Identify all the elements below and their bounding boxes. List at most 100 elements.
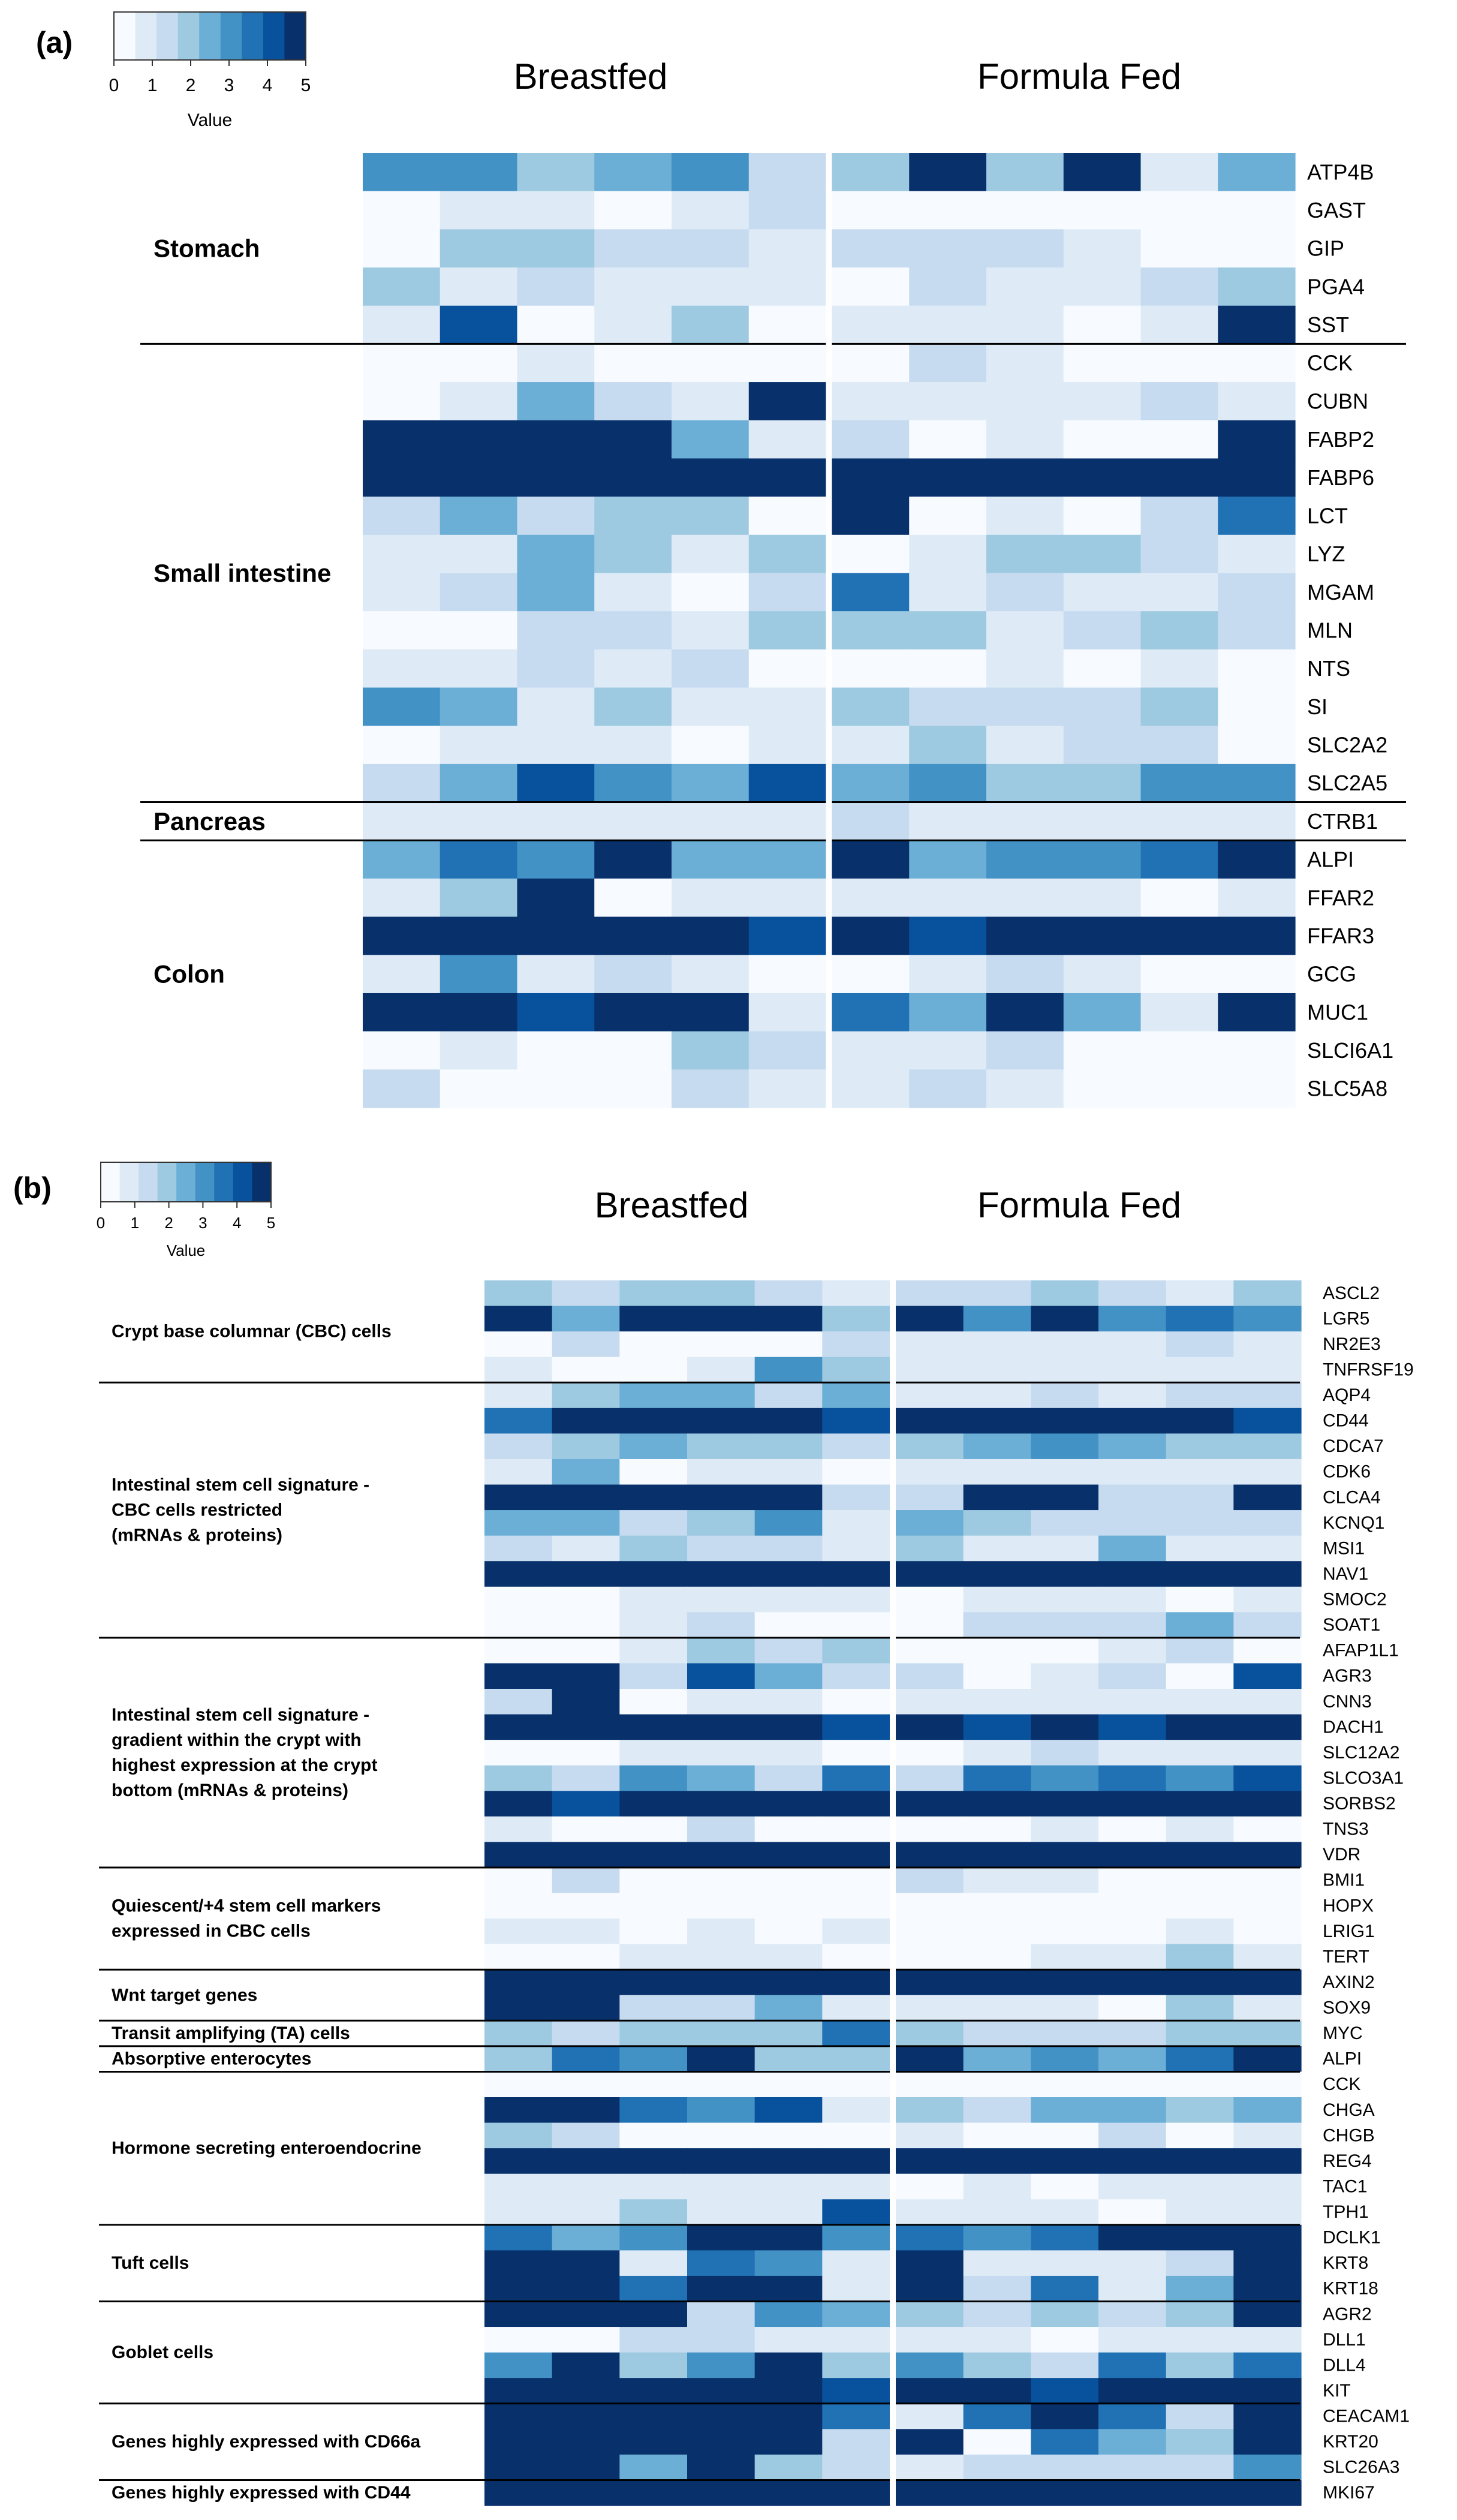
- heatmap-cell: [748, 573, 827, 612]
- heatmap-cell: [1166, 1918, 1234, 1945]
- panel-b-label: (b): [13, 1171, 52, 1205]
- heatmap-cell: [1233, 1765, 1302, 1791]
- heatmap-cell: [687, 2275, 755, 2302]
- heatmap-cell: [1098, 1918, 1167, 1945]
- heatmap-cell: [687, 2199, 755, 2226]
- heatmap-cell: [687, 2173, 755, 2200]
- heatmap-cell: [1098, 1791, 1167, 1817]
- heatmap-cell: [363, 229, 441, 268]
- heatmap-cell: [754, 1995, 823, 2021]
- heatmap-cell: [754, 1791, 823, 1817]
- heatmap-cell: [672, 191, 749, 230]
- heatmap-cell: [896, 2097, 964, 2124]
- heatmap-cell: [517, 1031, 595, 1070]
- heatmap-cell: [1166, 1867, 1234, 1894]
- heatmap-cell: [1166, 2454, 1234, 2481]
- heatmap-cell: [748, 1031, 827, 1070]
- heatmap-cell: [832, 1031, 910, 1070]
- heatmap-cell: [363, 458, 441, 497]
- heatmap-cell: [832, 344, 910, 383]
- heatmap-cell: [832, 267, 910, 306]
- heatmap-cell: [552, 1612, 620, 1638]
- heatmap-cell: [619, 1944, 688, 1970]
- heatmap-cell: [1098, 1867, 1167, 1894]
- heatmap-cell: [619, 1586, 688, 1613]
- heatmap-cell: [986, 229, 1064, 268]
- legend-title: Value: [167, 1241, 206, 1259]
- heatmap-cell: [484, 2097, 553, 2124]
- heatmap-cell: [1140, 763, 1218, 803]
- heatmap-cell: [363, 840, 441, 879]
- heatmap-cell: [619, 2173, 688, 2200]
- heatmap-cell: [1063, 191, 1142, 230]
- heatmap-cell: [1233, 2071, 1302, 2098]
- heatmap-cell: [517, 955, 595, 994]
- heatmap-cell: [963, 2403, 1031, 2429]
- heatmap-cell: [1063, 993, 1142, 1032]
- heatmap-cell: [619, 1740, 688, 1766]
- heatmap-cell: [963, 1995, 1031, 2021]
- heatmap-cell: [963, 1637, 1031, 1664]
- heatmap-cell: [1031, 2020, 1099, 2047]
- group-separator: [826, 153, 832, 1108]
- gene-label: SLCI6A1: [1307, 1038, 1393, 1063]
- heatmap-cell: [1218, 305, 1296, 344]
- heatmap-cell: [619, 1637, 688, 1664]
- gene-label: DLL1: [1323, 2330, 1366, 2350]
- heatmap-cell: [1233, 2275, 1302, 2302]
- heatmap-cell: [963, 1816, 1031, 1842]
- heatmap-cell: [552, 1893, 620, 1919]
- heatmap-cell: [619, 1612, 688, 1638]
- gene-label: FABP6: [1307, 465, 1374, 490]
- heatmap-cell: [748, 534, 827, 574]
- heatmap-cell: [363, 726, 441, 765]
- heatmap-cell: [1031, 1561, 1099, 1587]
- heatmap-cell: [754, 1944, 823, 1970]
- heatmap-cell: [687, 2327, 755, 2353]
- heatmap-cell: [832, 420, 910, 459]
- heatmap-cell: [594, 267, 672, 306]
- heatmap-cell: [963, 2199, 1031, 2226]
- heatmap-cell: [822, 2071, 890, 2098]
- gene-label: PGA4: [1307, 274, 1365, 299]
- heatmap-cell: [963, 1484, 1031, 1511]
- heatmap-cell: [1166, 2199, 1234, 2226]
- heatmap-cell: [754, 1306, 823, 1332]
- heatmap-cell: [1031, 1382, 1099, 1409]
- gene-label: TPH1: [1323, 2202, 1369, 2222]
- heatmap-cell: [619, 1714, 688, 1740]
- heatmap-cell: [439, 802, 518, 841]
- legend-swatch: [233, 1162, 252, 1202]
- heatmap-cell: [1166, 1433, 1234, 1460]
- heatmap-cell: [909, 229, 987, 268]
- heatmap-cell: [687, 1995, 755, 2021]
- gene-label: LYZ: [1307, 542, 1345, 566]
- heatmap-cell: [1233, 1816, 1302, 1842]
- heatmap-cell: [1233, 1510, 1302, 1536]
- heatmap-cell: [517, 916, 595, 955]
- heatmap-cell: [748, 649, 827, 688]
- heatmap-cell: [822, 1663, 890, 1689]
- heatmap-cell: [1098, 2454, 1167, 2481]
- heatmap-cell: [1098, 2097, 1167, 2124]
- heatmap-cell: [672, 382, 749, 421]
- legend-swatch: [157, 1162, 177, 1202]
- heatmap-cell: [672, 497, 749, 536]
- legend-swatch: [135, 12, 157, 60]
- heatmap-cell: [687, 1484, 755, 1511]
- heatmap-cell: [986, 840, 1064, 879]
- heatmap-cell: [822, 1867, 890, 1894]
- heatmap-cell: [619, 2046, 688, 2073]
- heatmap-cell: [754, 2097, 823, 2124]
- heatmap-cell: [363, 420, 441, 459]
- heatmap-cell: [909, 305, 987, 344]
- heatmap-cell: [1140, 1069, 1218, 1108]
- heatmap-cell: [552, 2020, 620, 2047]
- heatmap-cell: [754, 1459, 823, 1485]
- gene-label: AQP4: [1323, 1385, 1371, 1405]
- heatmap-cell: [687, 1459, 755, 1485]
- heatmap-cell: [1218, 1031, 1296, 1070]
- heatmap-cell: [822, 1637, 890, 1664]
- group-separator: [890, 1280, 896, 2506]
- legend-tick-label: 0: [109, 76, 119, 95]
